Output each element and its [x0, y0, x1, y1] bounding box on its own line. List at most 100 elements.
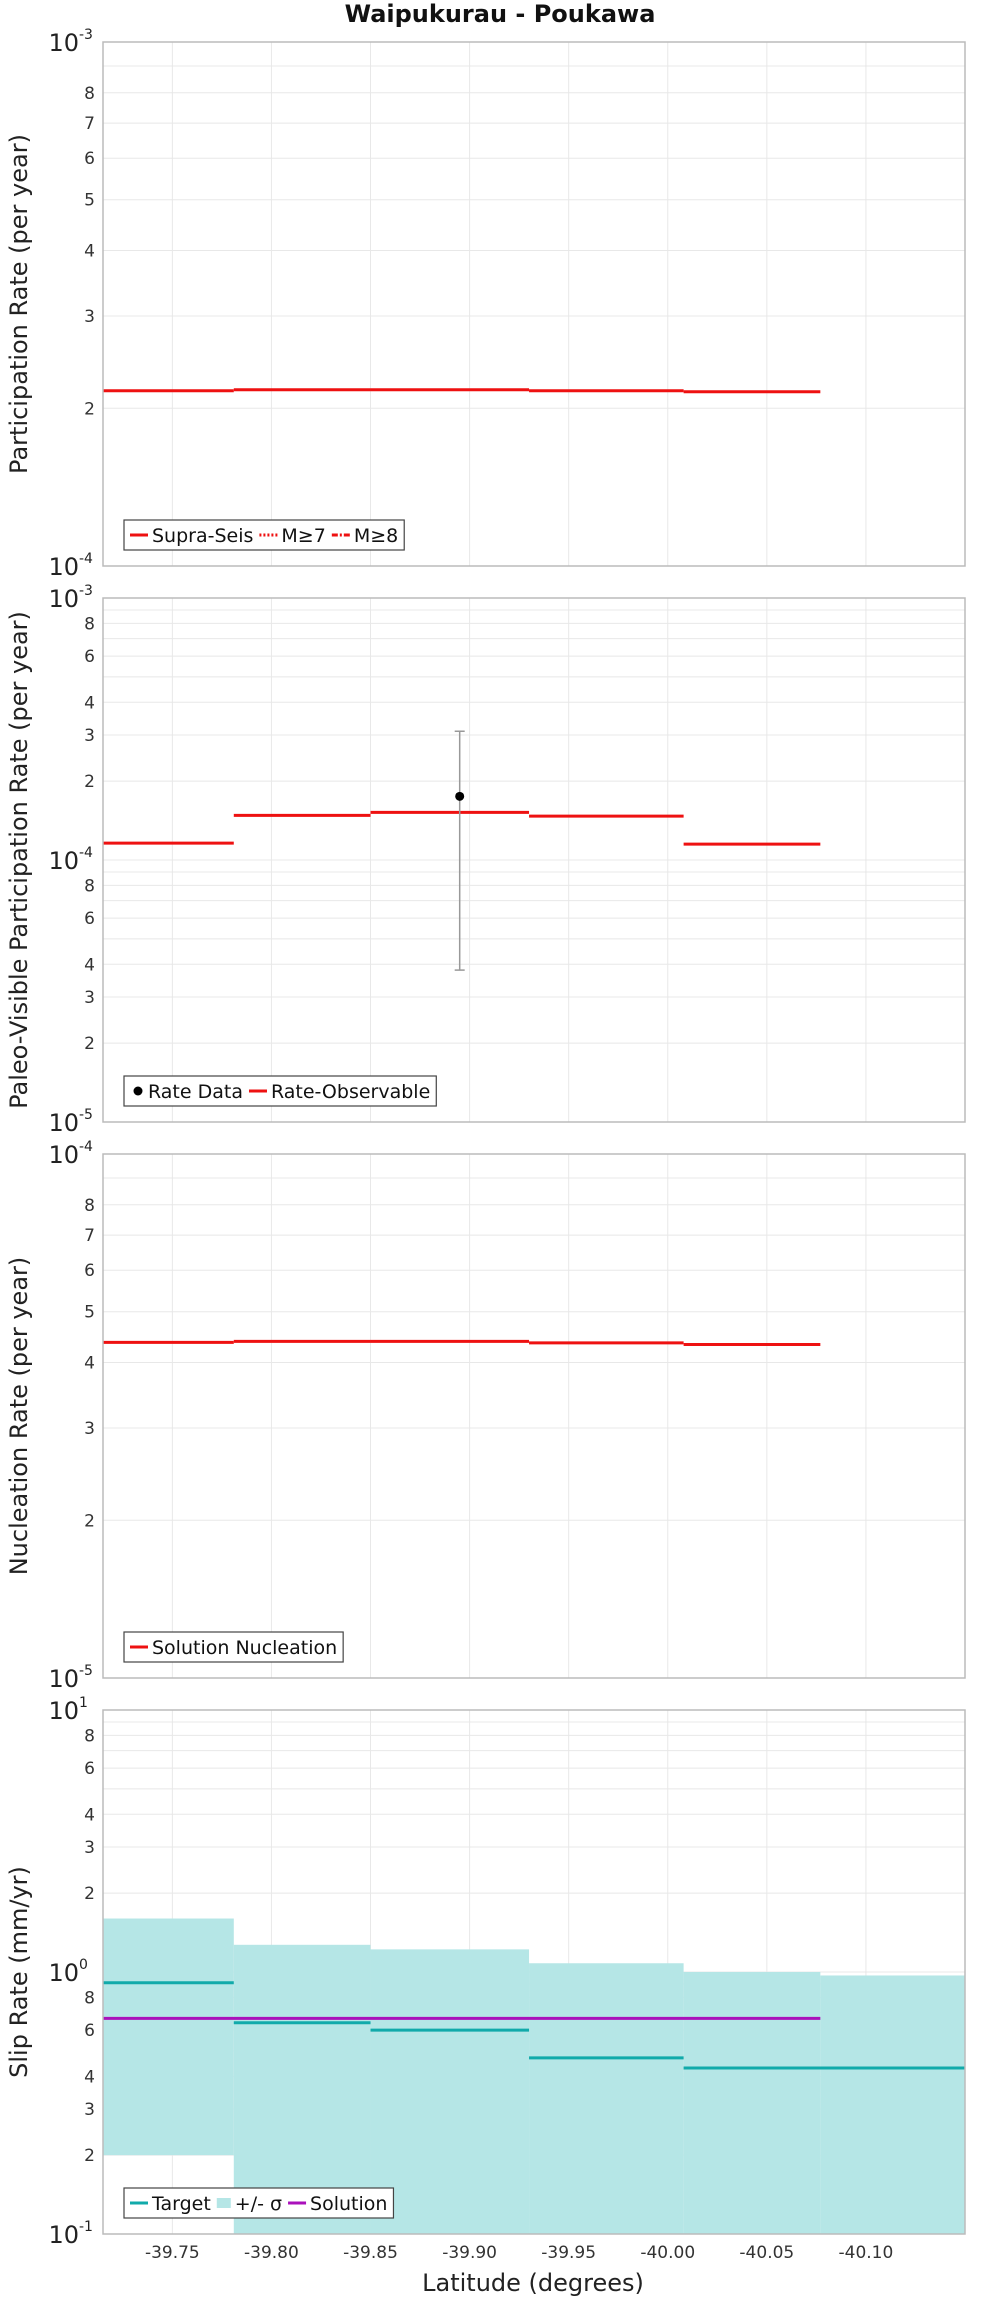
- y-major-tick-exponent: 0: [79, 1957, 88, 1973]
- y-tick-label: 7: [84, 1226, 95, 1246]
- y-tick-label: 5: [84, 1303, 95, 1323]
- x-tick-label: -40.00: [640, 2243, 695, 2263]
- x-tick-label: -39.85: [343, 2243, 398, 2263]
- sigma-band: [683, 1972, 821, 2234]
- legend: Supra-Seis M≥7 M≥8: [123, 519, 405, 551]
- legend-label: Target: [151, 2193, 211, 2215]
- y-tick-label: 3: [84, 1419, 95, 1439]
- y-tick-label: 3: [84, 307, 95, 327]
- y-tick-label: 7: [84, 114, 95, 134]
- data-point: [455, 791, 465, 801]
- y-tick-label: 8: [84, 876, 95, 896]
- y-tick-label: 8: [84, 1196, 95, 1216]
- y-major-tick-exponent: -3: [79, 583, 93, 599]
- y-major-tick-exponent: -4: [79, 845, 93, 861]
- y-tick-label: 4: [84, 242, 95, 262]
- y-tick-label: 2: [84, 1511, 95, 1531]
- x-tick-label: -39.95: [541, 2243, 596, 2263]
- legend: Target +/- σ Solution: [123, 2187, 395, 2219]
- y-tick-label: 5: [84, 191, 95, 211]
- y-tick-label: 3: [84, 726, 95, 746]
- y-axis-label: Paleo-Visible Participation Rate (per ye…: [5, 611, 33, 1109]
- legend-label: Rate Data: [148, 1081, 243, 1103]
- y-tick-label: 2: [84, 772, 95, 792]
- sigma-band: [370, 1949, 530, 2234]
- legend-marker: [216, 2198, 231, 2208]
- x-tick-label: -39.75: [145, 2243, 200, 2263]
- chart-title: Waipukurau - Poukawa: [345, 0, 656, 28]
- y-major-tick-label: 10: [48, 1959, 79, 1987]
- legend-marker: [133, 1086, 143, 1096]
- y-tick-label: 6: [84, 149, 95, 169]
- legend-label: Rate-Observable: [271, 1081, 430, 1103]
- y-tick-label: 6: [84, 1261, 95, 1281]
- x-tick-label: -39.90: [442, 2243, 497, 2263]
- y-major-tick-exponent: -4: [79, 1139, 93, 1155]
- y-tick-label: 3: [84, 2100, 95, 2120]
- y-tick-label: 3: [84, 988, 95, 1008]
- legend-label: Solution Nucleation: [152, 1637, 337, 1659]
- x-tick-label: -40.05: [739, 2243, 794, 2263]
- y-axis-label: Slip Rate (mm/yr): [5, 1866, 33, 2078]
- y-axis-label: Participation Rate (per year): [5, 134, 33, 474]
- sigma-band: [103, 1918, 234, 2156]
- x-tick-label: -39.80: [244, 2243, 299, 2263]
- plot-frame: [102, 41, 966, 567]
- legend-label: +/- σ: [235, 2193, 282, 2215]
- legend-box: [123, 2187, 395, 2219]
- x-tick-label: -40.10: [839, 2243, 894, 2263]
- y-major-tick-label: 10: [48, 1665, 79, 1693]
- legend-label: Solution: [310, 2193, 387, 2215]
- y-tick-label: 4: [84, 955, 95, 975]
- y-major-tick-label: 10: [48, 585, 79, 613]
- y-tick-label: 2: [84, 2146, 95, 2166]
- y-major-tick-label: 10: [48, 1697, 79, 1725]
- sigma-band: [820, 1975, 965, 2234]
- y-tick-label: 2: [84, 1034, 95, 1054]
- y-major-tick-exponent: -5: [79, 1663, 93, 1679]
- legend-box: [123, 1075, 437, 1107]
- y-major-tick-label: 10: [48, 847, 79, 875]
- y-tick-label: 4: [84, 693, 95, 713]
- y-tick-label: 8: [84, 1988, 95, 2008]
- plot-area: [103, 42, 965, 566]
- y-major-tick-label: 10: [48, 1109, 79, 1137]
- plot-frame: [102, 1153, 966, 1679]
- y-tick-label: 4: [84, 1354, 95, 1374]
- y-major-tick-label: 10: [48, 29, 79, 57]
- plot-frame: [102, 597, 966, 1123]
- plot-frame: [102, 1709, 966, 2235]
- y-tick-label: 6: [84, 1759, 95, 1779]
- y-tick-label: 8: [84, 84, 95, 104]
- y-tick-label: 8: [84, 614, 95, 634]
- y-major-tick-exponent: -3: [79, 27, 93, 43]
- y-major-tick-label: 10: [48, 2221, 79, 2249]
- legend-label: M≥8: [354, 525, 398, 547]
- y-axis-label: Nucleation Rate (per year): [5, 1257, 33, 1576]
- x-axis-label: Latitude (degrees): [422, 2269, 644, 2297]
- sigma-band: [529, 1963, 684, 2234]
- y-major-tick-exponent: -5: [79, 1107, 93, 1123]
- y-major-tick-label: 10: [48, 553, 79, 581]
- y-major-tick-label: 10: [48, 1141, 79, 1169]
- y-tick-label: 3: [84, 1838, 95, 1858]
- y-major-tick-exponent: -1: [79, 2219, 93, 2235]
- y-major-tick-exponent: 1: [79, 1695, 88, 1711]
- y-tick-label: 2: [84, 1884, 95, 1904]
- legend: Rate Data Rate-Observable: [123, 1075, 437, 1107]
- y-tick-label: 6: [84, 2021, 95, 2041]
- y-tick-label: 8: [84, 1726, 95, 1746]
- y-tick-label: 4: [84, 1805, 95, 1825]
- y-major-tick-exponent: -4: [79, 551, 93, 567]
- y-tick-label: 2: [84, 399, 95, 419]
- legend-label: Supra-Seis: [152, 525, 253, 547]
- sigma-band: [233, 1944, 371, 2234]
- y-tick-label: 6: [84, 909, 95, 929]
- y-tick-label: 6: [84, 647, 95, 667]
- y-tick-label: 4: [84, 2067, 95, 2087]
